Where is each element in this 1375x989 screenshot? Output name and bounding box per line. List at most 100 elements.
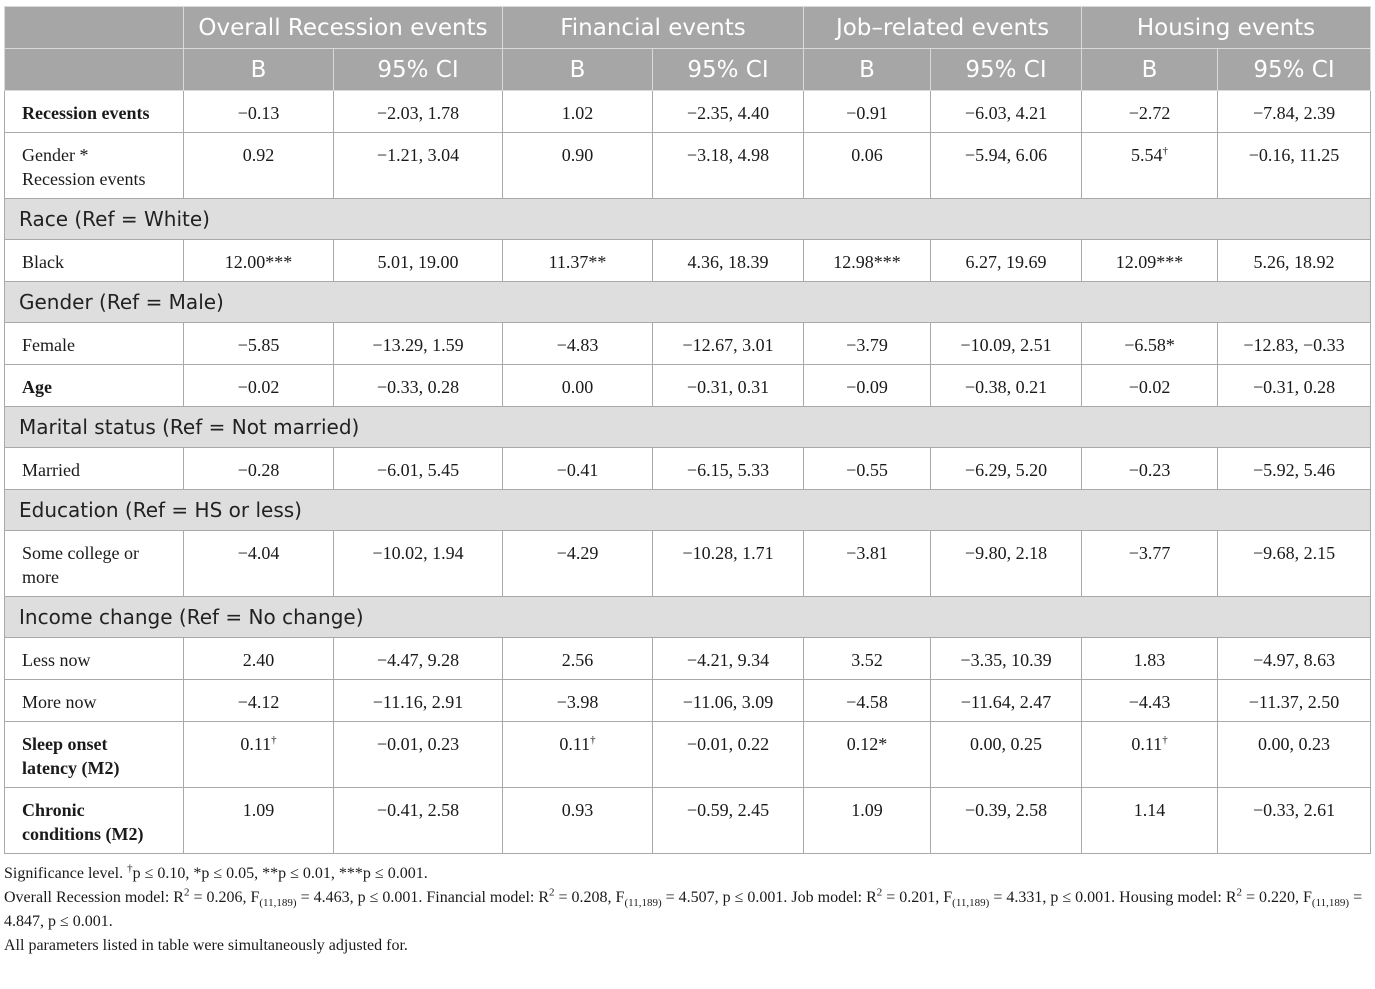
footnote-text: = 4.331, p ≤ 0.001. Housing model: R — [989, 889, 1237, 906]
coefficient-cell: 0.92 — [183, 132, 334, 199]
confidence-interval-cell: −10.28, 1.71 — [652, 530, 804, 597]
confidence-interval-cell: −0.41, 2.58 — [333, 787, 503, 854]
cell-value: −3.77 — [1128, 543, 1171, 563]
footnote-text: = 0.201, F — [882, 889, 953, 906]
dagger-mark: † — [127, 862, 133, 875]
section-header-row: Education (Ref = HS or less) — [3, 489, 1372, 531]
cell-value: −4.47, 9.28 — [376, 650, 460, 670]
confidence-interval-cell: −7.84, 2.39 — [1217, 90, 1372, 133]
header-sub-b: B — [1081, 48, 1219, 91]
cell-value: −3.81 — [846, 543, 888, 563]
table-row: Sleep onset latency (M2) 0.11† −0.01, 0.23… — [4, 721, 1372, 788]
coefficient-cell: 1.09 — [803, 787, 931, 854]
confidence-interval-cell: −5.94, 6.06 — [929, 132, 1083, 199]
row-label: Recession events — [4, 90, 184, 133]
cell-value: 0.11 — [1131, 734, 1163, 754]
confidence-interval-cell: −3.35, 10.39 — [929, 637, 1083, 680]
header-corner-cell — [4, 6, 184, 49]
confidence-interval-cell: −2.03, 1.78 — [333, 90, 503, 133]
coefficient-cell: −0.55 — [803, 447, 931, 490]
confidence-interval-cell: 5.26, 18.92 — [1217, 239, 1372, 282]
coefficient-cell: 11.37** — [502, 239, 653, 282]
confidence-interval-cell: −0.16, 11.25 — [1217, 132, 1372, 199]
coefficient-cell: 3.52 — [803, 637, 931, 680]
coefficient-cell: −6.58* — [1081, 322, 1219, 365]
row-label: Sleep onset latency (M2) — [4, 721, 184, 788]
cell-value: 0.06 — [851, 145, 883, 165]
row-label: Less now — [4, 637, 184, 680]
cell-value: −3.35, 10.39 — [960, 650, 1052, 670]
regression-results-table: Overall Recession events Financial event… — [3, 6, 1372, 854]
confidence-interval-cell: −0.38, 0.21 — [929, 364, 1083, 407]
cell-value: −0.55 — [846, 460, 888, 480]
subscript: (11,189) — [952, 897, 990, 910]
table-row: Some college or more −4.04 −10.02, 1.94 −4.… — [4, 530, 1372, 597]
cell-value: 0.11 — [559, 734, 591, 754]
confidence-interval-cell: −12.67, 3.01 — [652, 322, 804, 365]
cell-value: −5.92, 5.46 — [1252, 460, 1336, 480]
confidence-interval-cell: −11.64, 2.47 — [929, 679, 1083, 722]
confidence-interval-cell: −11.37, 2.50 — [1217, 679, 1372, 722]
coefficient-cell: 0.06 — [803, 132, 931, 199]
header-sub-ci: 95% CI — [1217, 48, 1372, 91]
cell-value: −0.33, 0.28 — [376, 377, 460, 397]
cell-value: 1.14 — [1133, 800, 1166, 820]
row-label: Some college or more — [4, 530, 184, 597]
cell-value: −0.02 — [237, 377, 280, 397]
coefficient-cell: 0.11† — [183, 721, 334, 788]
cell-value: 1.09 — [242, 800, 275, 820]
coefficient-cell: −2.72 — [1081, 90, 1219, 133]
table-row: Chronic conditions (M2) 1.09 −0.41, 2.58 0.… — [4, 787, 1372, 854]
header-sub-ci: 95% CI — [929, 48, 1083, 91]
cell-value: 0.93 — [561, 800, 594, 820]
coefficient-cell: −0.13 — [183, 90, 334, 133]
dagger-mark: † — [271, 734, 277, 746]
confidence-interval-cell: −0.01, 0.22 — [652, 721, 804, 788]
cell-value: 1.02 — [561, 103, 594, 123]
footnote-text: = 0.220, F — [1241, 889, 1312, 906]
coefficient-cell: 12.98*** — [803, 239, 931, 282]
coefficient-cell: 0.11† — [1081, 721, 1219, 788]
header-group-overall: Overall Recession events — [183, 6, 503, 49]
confidence-interval-cell: 6.27, 19.69 — [929, 239, 1083, 282]
coefficient-cell: 0.90 — [502, 132, 653, 199]
cell-value: 11.37** — [548, 252, 607, 272]
section-label: Gender (Ref = Male) — [3, 281, 1372, 323]
cell-value: −0.01, 0.22 — [686, 734, 770, 754]
confidence-interval-cell: −10.09, 2.51 — [929, 322, 1083, 365]
confidence-interval-cell: −0.31, 0.31 — [652, 364, 804, 407]
superscript: 2 — [876, 886, 883, 899]
cell-value: −11.64, 2.47 — [960, 692, 1052, 712]
coefficient-cell: −4.29 — [502, 530, 653, 597]
confidence-interval-cell: −1.21, 3.04 — [333, 132, 503, 199]
footnote-text: Overall Recession model: R — [4, 889, 184, 906]
section-header-row: Income change (Ref = No change) — [3, 596, 1372, 638]
cell-value: −10.09, 2.51 — [960, 335, 1052, 355]
row-label: Black — [4, 239, 184, 282]
results-table-container: Overall Recession events Financial event… — [3, 6, 1372, 958]
superscript: 2 — [183, 886, 190, 899]
table-row: Black 12.00*** 5.01, 19.00 11.37** 4.36, 18.… — [4, 239, 1372, 282]
footnote-text: p ≤ 0.10, *p ≤ 0.05, **p ≤ 0.01, ***p ≤ … — [132, 865, 428, 882]
confidence-interval-cell: −9.68, 2.15 — [1217, 530, 1372, 597]
cell-value: 12.00*** — [224, 252, 293, 272]
coefficient-cell: −0.91 — [803, 90, 931, 133]
footnote-text: = 0.206, F — [189, 889, 260, 906]
row-label: Age — [4, 364, 184, 407]
confidence-interval-cell: −0.39, 2.58 — [929, 787, 1083, 854]
cell-value: −0.31, 0.31 — [686, 377, 770, 397]
dagger-mark: † — [1162, 734, 1168, 746]
cell-value: −4.58 — [846, 692, 888, 712]
cell-value: 0.00, 0.25 — [970, 734, 1042, 754]
footnote-text: = 4.847, p ≤ 0.001. — [4, 889, 1363, 930]
header-sub-b: B — [803, 48, 931, 91]
subscript: (11,189) — [624, 897, 662, 910]
cell-value: −4.29 — [556, 543, 599, 563]
cell-value: −5.85 — [237, 335, 280, 355]
cell-value: −11.37, 2.50 — [1248, 692, 1340, 712]
confidence-interval-cell: −6.01, 5.45 — [333, 447, 503, 490]
confidence-interval-cell: 0.00, 0.25 — [929, 721, 1083, 788]
coefficient-cell: 2.40 — [183, 637, 334, 680]
header-corner-cell — [4, 48, 184, 91]
footnote-adjusted: All parameters listed in table were simu… — [4, 937, 408, 954]
